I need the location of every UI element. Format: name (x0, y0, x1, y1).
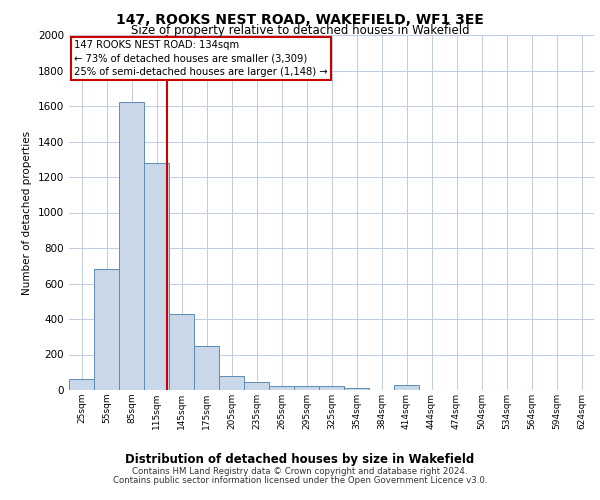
Text: 147 ROOKS NEST ROAD: 134sqm
← 73% of detached houses are smaller (3,309)
25% of : 147 ROOKS NEST ROAD: 134sqm ← 73% of det… (74, 40, 328, 76)
Text: Contains public sector information licensed under the Open Government Licence v3: Contains public sector information licen… (113, 476, 487, 485)
Text: Contains HM Land Registry data © Crown copyright and database right 2024.: Contains HM Land Registry data © Crown c… (132, 467, 468, 476)
Bar (194, 346, 219, 390)
Text: Distribution of detached houses by size in Wakefield: Distribution of detached houses by size … (125, 453, 475, 466)
Bar (169, 314, 194, 390)
Bar (394, 384, 419, 390)
Bar (69, 380, 94, 390)
Bar (269, 386, 294, 390)
Text: 147, ROOKS NEST ROAD, WAKEFIELD, WF1 3EE: 147, ROOKS NEST ROAD, WAKEFIELD, WF1 3EE (116, 12, 484, 26)
Bar (294, 386, 319, 390)
Y-axis label: Number of detached properties: Number of detached properties (22, 130, 32, 294)
Bar (244, 382, 269, 390)
Bar (319, 386, 344, 390)
Bar (144, 163, 169, 390)
Bar (119, 102, 144, 390)
Bar (94, 270, 119, 390)
Text: Size of property relative to detached houses in Wakefield: Size of property relative to detached ho… (131, 24, 469, 37)
Bar (344, 388, 369, 390)
Bar (219, 376, 244, 390)
